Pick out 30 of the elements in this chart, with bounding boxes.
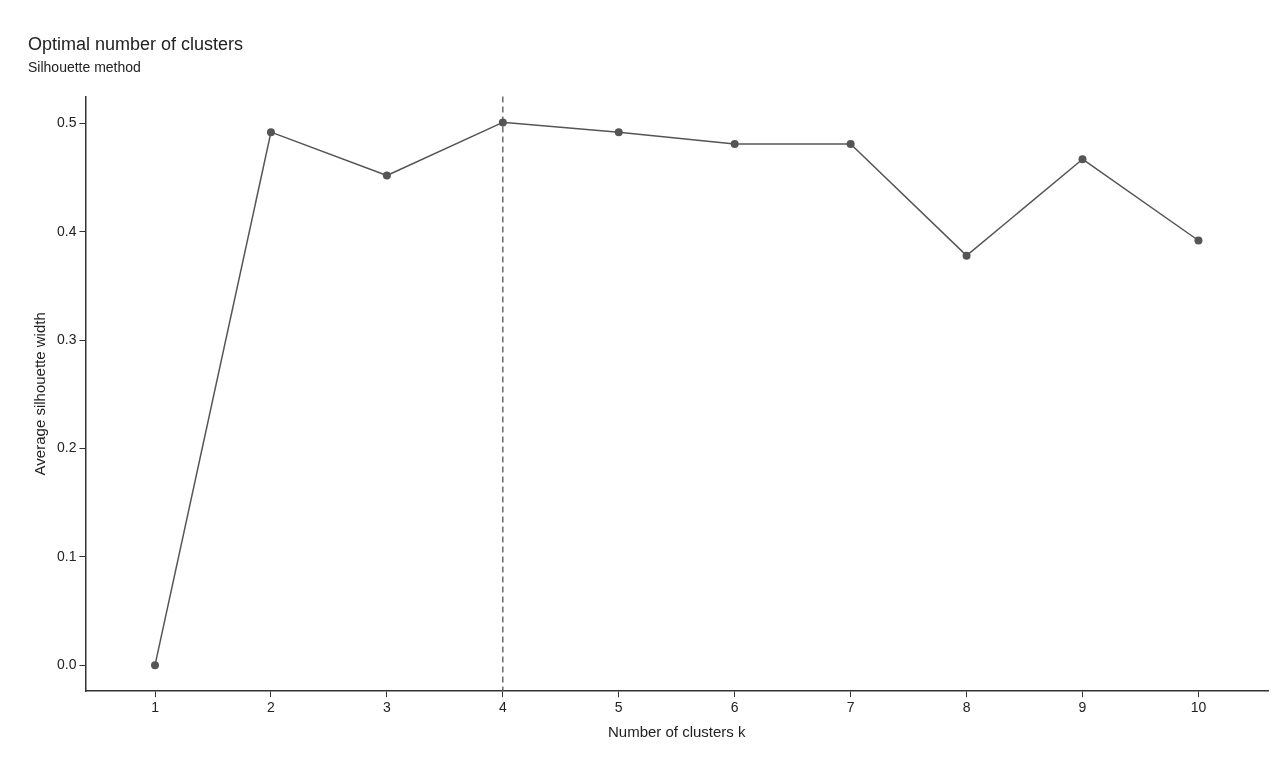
y-tick-label: 0.0: [56, 656, 77, 673]
x-tick-label: 2: [267, 699, 276, 716]
x-tick-label: 5: [614, 699, 623, 716]
x-tick-label: 3: [382, 699, 391, 716]
point: [266, 128, 275, 137]
point: [382, 171, 391, 180]
x-tick-label: 9: [1078, 699, 1087, 716]
y-tick-label: 0.4: [56, 222, 77, 239]
point: [730, 140, 739, 149]
x-tick-label: 4: [498, 699, 507, 716]
x-tick-label: 10: [1190, 699, 1207, 716]
y-axis-title: Average silhouette width: [31, 312, 49, 476]
point: [151, 661, 160, 670]
x-tick-label: 8: [962, 699, 971, 716]
chart-title: Optimal number of clusters: [28, 33, 244, 54]
point: [498, 118, 507, 127]
x-tick-label: 1: [151, 699, 160, 716]
y-tick-label: 0.2: [56, 439, 77, 456]
x-tick-label: 7: [846, 699, 855, 716]
point: [846, 140, 855, 149]
point: [962, 251, 971, 260]
point: [614, 128, 623, 137]
x-tick-label: 6: [730, 699, 739, 716]
y-tick-label: 0.1: [56, 547, 77, 564]
chart-subtitle: Silhouette method: [28, 58, 141, 75]
x-axis-title: Number of clusters k: [607, 723, 746, 741]
point: [1194, 236, 1203, 245]
y-tick-label: 0.5: [56, 114, 77, 131]
point: [1078, 155, 1087, 164]
y-tick-label: 0.3: [56, 331, 77, 348]
